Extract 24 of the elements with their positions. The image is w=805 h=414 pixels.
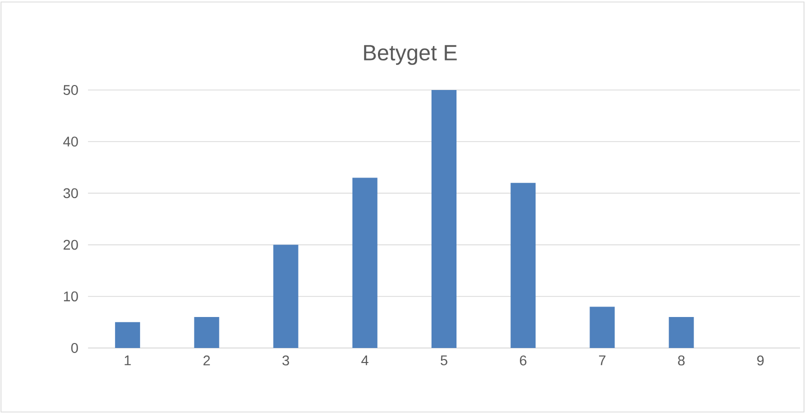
y-tick-label: 50 <box>63 85 78 95</box>
y-tick-label: 40 <box>63 136 78 147</box>
x-tick-label: 3 <box>282 356 290 366</box>
y-tick-label: 10 <box>64 291 78 302</box>
x-tick-label: 6 <box>520 356 526 366</box>
bar <box>273 244 298 348</box>
bar <box>352 178 378 348</box>
bar <box>432 90 456 348</box>
x-tick-label: 9 <box>757 356 764 366</box>
y-tick-label: 0 <box>71 343 78 353</box>
x-tick-label: 1 <box>124 356 131 366</box>
bar <box>668 317 694 348</box>
chart-title: Betyget E <box>364 45 457 65</box>
bar <box>115 322 140 348</box>
y-tick-label: 30 <box>63 188 78 198</box>
bar <box>590 306 615 348</box>
x-tick-label: 4 <box>361 356 368 366</box>
x-tick-label: 5 <box>440 356 448 366</box>
x-tick-label: 7 <box>599 356 606 366</box>
bar <box>194 317 220 348</box>
y-tick-label: 20 <box>64 240 78 250</box>
bar <box>510 182 536 348</box>
x-tick-label: 2 <box>203 356 210 366</box>
x-tick-label: 8 <box>678 356 685 366</box>
